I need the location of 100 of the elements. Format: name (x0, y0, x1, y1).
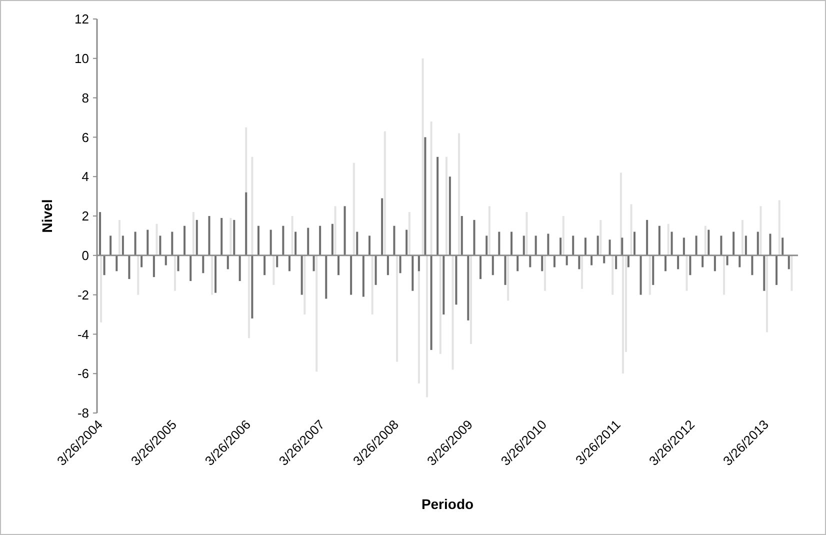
bar (412, 255, 414, 291)
y-tick-label: 6 (82, 130, 89, 145)
bar (658, 226, 660, 256)
bar (424, 137, 426, 256)
bar (248, 255, 250, 338)
bar (122, 236, 124, 256)
bar (368, 236, 370, 256)
bar (381, 198, 384, 256)
bar (720, 236, 722, 256)
bar (436, 156, 439, 256)
bar (374, 255, 377, 285)
bar (393, 226, 396, 256)
bar (164, 255, 167, 266)
bar (640, 255, 642, 295)
y-tick-label: -2 (77, 287, 89, 302)
y-tick-label: -8 (77, 406, 89, 421)
y-tick-label: 2 (82, 208, 89, 224)
bar (264, 255, 266, 276)
bar (480, 255, 482, 280)
bar (492, 255, 494, 276)
bar (738, 255, 741, 268)
y-axis-title: Nivel (39, 199, 55, 233)
bar (140, 255, 143, 268)
bar (544, 255, 546, 291)
bar (211, 255, 214, 295)
bar (596, 236, 599, 256)
bar (612, 255, 614, 295)
bar (726, 255, 728, 266)
bar (763, 255, 766, 291)
bar (245, 192, 248, 256)
bar (708, 230, 710, 256)
bar (386, 255, 389, 276)
bar (529, 255, 532, 268)
bar (356, 232, 358, 256)
bar (110, 236, 112, 256)
bar (732, 232, 735, 256)
bar (352, 162, 355, 256)
bar (128, 255, 130, 280)
bar (439, 255, 442, 354)
bar (790, 255, 793, 291)
bar (334, 206, 336, 256)
bar (118, 220, 120, 256)
x-axis-title: Periodo (421, 496, 474, 512)
bar (220, 218, 223, 256)
bar (744, 236, 747, 256)
bar (534, 236, 537, 256)
bar (384, 131, 386, 256)
bar (741, 220, 744, 256)
bar (304, 255, 306, 314)
bar (307, 228, 310, 256)
bar (430, 255, 432, 350)
bar (325, 255, 328, 299)
bar (152, 255, 155, 278)
bar (196, 220, 198, 256)
bar (452, 255, 454, 370)
bar (100, 255, 102, 322)
y-tick-label: -4 (77, 326, 89, 342)
bar (233, 220, 236, 256)
bar (766, 255, 768, 332)
bar (458, 133, 460, 256)
bar (522, 236, 525, 256)
bar (566, 255, 568, 266)
bar (226, 255, 229, 270)
bar (769, 234, 772, 256)
bar (702, 255, 704, 268)
bar (723, 255, 726, 295)
bar (214, 255, 217, 293)
bar (603, 255, 606, 264)
bar (608, 240, 611, 256)
bar (103, 255, 106, 276)
bar (486, 236, 488, 256)
y-tick-label: 4 (82, 169, 89, 184)
bar (646, 220, 648, 256)
bar (584, 238, 586, 256)
y-tick-label: 0 (82, 248, 89, 263)
bar (695, 236, 698, 256)
bar (116, 255, 118, 272)
bar (630, 204, 632, 256)
bar (445, 156, 448, 256)
bar (526, 212, 528, 256)
bar (714, 255, 716, 272)
bar (282, 226, 284, 256)
bar (418, 255, 420, 272)
y-tick-label: -6 (77, 366, 89, 382)
bar (553, 255, 556, 268)
bar (615, 255, 618, 270)
bar (648, 255, 651, 295)
bar (362, 255, 364, 297)
y-tick-label: 12 (74, 12, 89, 27)
bar (547, 234, 550, 256)
bar (408, 212, 410, 256)
bar (667, 224, 670, 256)
bar (344, 206, 346, 256)
bar (251, 255, 254, 318)
bar (192, 212, 194, 256)
bar (516, 255, 519, 272)
bar (294, 232, 297, 256)
bar (578, 255, 580, 270)
bar (504, 255, 506, 285)
bar (686, 255, 688, 291)
